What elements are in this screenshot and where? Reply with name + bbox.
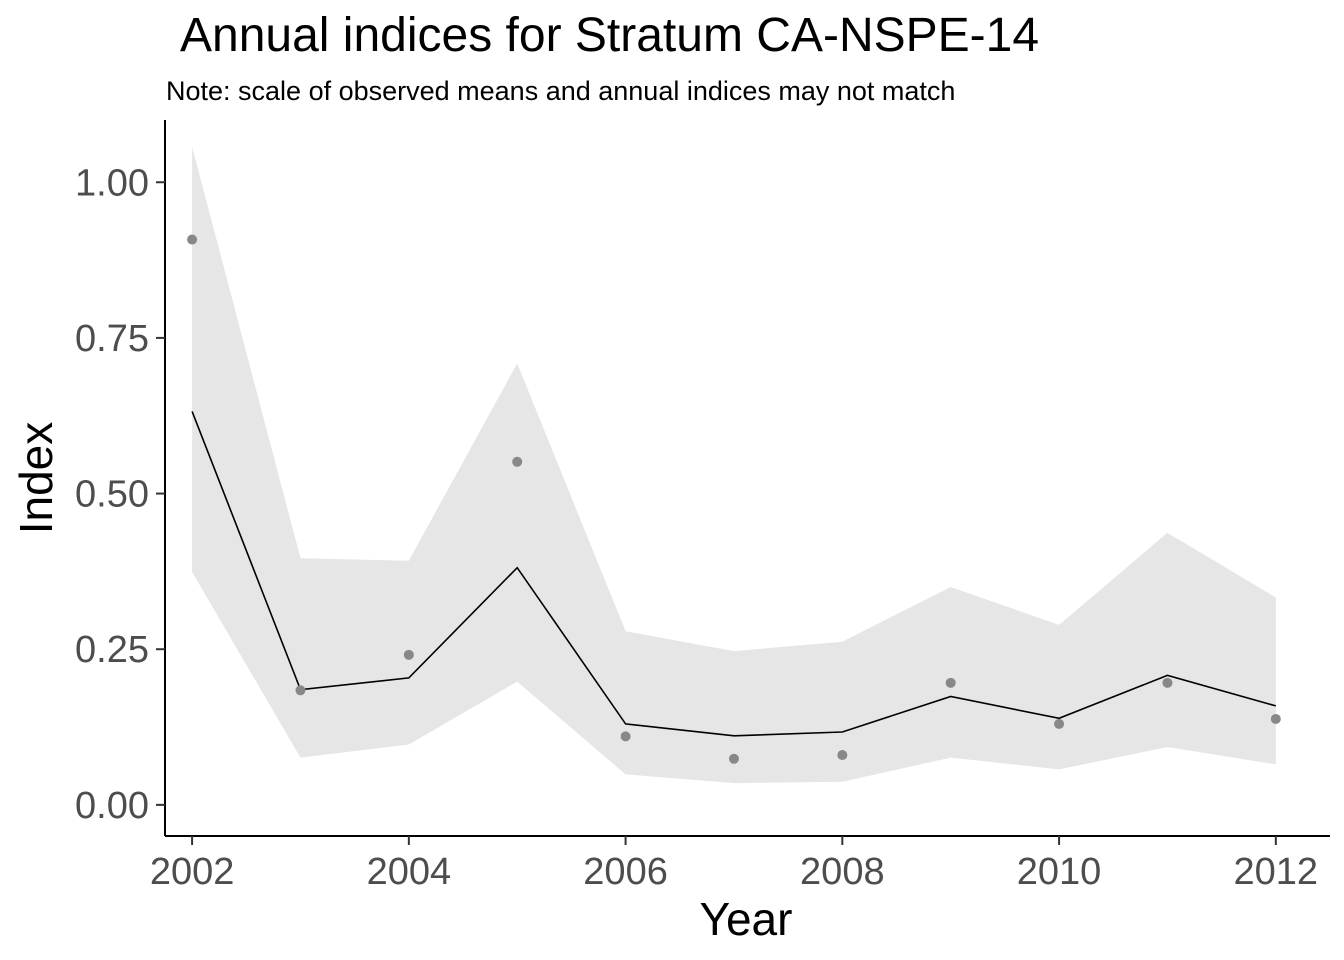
observed-mean-point xyxy=(1270,713,1281,724)
y-tick-label: 0.75 xyxy=(75,318,149,360)
y-tick-label: 1.00 xyxy=(75,162,149,204)
y-tick-label: 0.25 xyxy=(75,629,149,671)
chart-title: Annual indices for Stratum CA-NSPE-14 xyxy=(180,9,1040,62)
observed-mean-point xyxy=(512,456,523,467)
observed-mean-point xyxy=(1054,718,1065,729)
x-tick-label: 2008 xyxy=(800,851,885,893)
confidence-ribbon xyxy=(192,146,1276,784)
x-tick-label: 2010 xyxy=(1017,851,1102,893)
y-axis-title: Index xyxy=(10,422,62,535)
observed-mean-point xyxy=(1162,677,1173,688)
y-tick-label: 0.00 xyxy=(75,785,149,827)
observed-mean-point xyxy=(295,685,306,696)
x-tick-label: 2002 xyxy=(150,851,235,893)
observed-mean-point xyxy=(187,234,198,245)
x-tick-label: 2004 xyxy=(367,851,452,893)
observed-mean-point xyxy=(403,649,414,660)
x-tick-label: 2006 xyxy=(583,851,668,893)
observed-mean-point xyxy=(728,753,739,764)
x-tick-label: 2012 xyxy=(1234,851,1319,893)
observed-mean-point xyxy=(837,750,848,761)
chart-subtitle: Note: scale of observed means and annual… xyxy=(166,76,956,106)
index-line xyxy=(191,411,1277,737)
observed-mean-point xyxy=(945,677,956,688)
x-axis-title: Year xyxy=(700,893,793,945)
y-tick-label: 0.50 xyxy=(75,474,149,516)
observed-mean-point xyxy=(620,731,631,742)
